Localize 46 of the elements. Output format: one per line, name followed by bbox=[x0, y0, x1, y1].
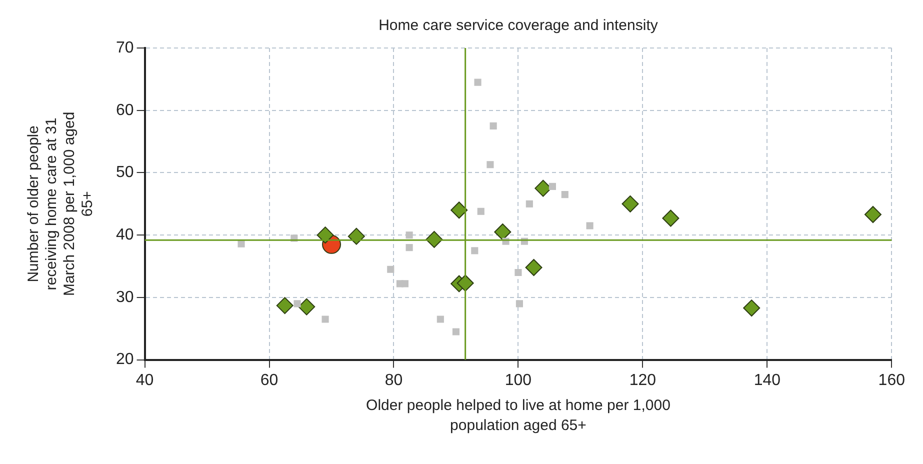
point bbox=[452, 328, 460, 336]
point bbox=[401, 280, 408, 288]
y-tick-label: 40 bbox=[116, 226, 134, 244]
point bbox=[316, 226, 334, 244]
point bbox=[622, 195, 639, 212]
point bbox=[294, 300, 301, 308]
point bbox=[525, 259, 542, 276]
point bbox=[534, 180, 552, 197]
x-tick-label: 40 bbox=[136, 372, 154, 389]
point bbox=[406, 244, 413, 252]
x-tick-label: 160 bbox=[878, 372, 906, 389]
point bbox=[662, 210, 680, 227]
point bbox=[298, 298, 316, 316]
y-tick-label: 50 bbox=[116, 164, 134, 182]
x-tick-label: 60 bbox=[260, 372, 278, 389]
point bbox=[514, 268, 522, 276]
point bbox=[477, 208, 484, 215]
point bbox=[743, 300, 760, 317]
x-axis-title: Older people helped to live at home per 1,000 population aged 65+ bbox=[366, 396, 670, 434]
point bbox=[436, 316, 444, 323]
x-tick-label: 140 bbox=[754, 372, 781, 389]
point bbox=[586, 222, 594, 230]
point bbox=[516, 300, 524, 308]
y-tick-label: 60 bbox=[116, 102, 134, 119]
point bbox=[864, 206, 882, 223]
point bbox=[486, 161, 494, 168]
point bbox=[406, 232, 413, 239]
point bbox=[526, 200, 533, 208]
point bbox=[276, 297, 294, 314]
point bbox=[548, 182, 556, 190]
point bbox=[561, 191, 568, 198]
point bbox=[322, 316, 329, 323]
x-tick-label: 100 bbox=[504, 372, 532, 389]
y-tick-label: 30 bbox=[116, 288, 134, 306]
y-tick-label: 20 bbox=[116, 351, 134, 368]
x-tick-label: 120 bbox=[629, 372, 656, 389]
y-tick-label: 70 bbox=[116, 39, 134, 56]
point bbox=[490, 122, 497, 130]
y-axis-title: Number of older people receiving home care at 31 March 2008 per 1,000 aged 65+ bbox=[25, 112, 96, 296]
point bbox=[450, 202, 468, 219]
point bbox=[387, 266, 394, 273]
point bbox=[474, 78, 482, 86]
point bbox=[471, 247, 478, 254]
chart-title: Home care service coverage and intensity bbox=[378, 17, 658, 34]
x-tick-label: 80 bbox=[384, 372, 403, 389]
point bbox=[494, 223, 512, 240]
